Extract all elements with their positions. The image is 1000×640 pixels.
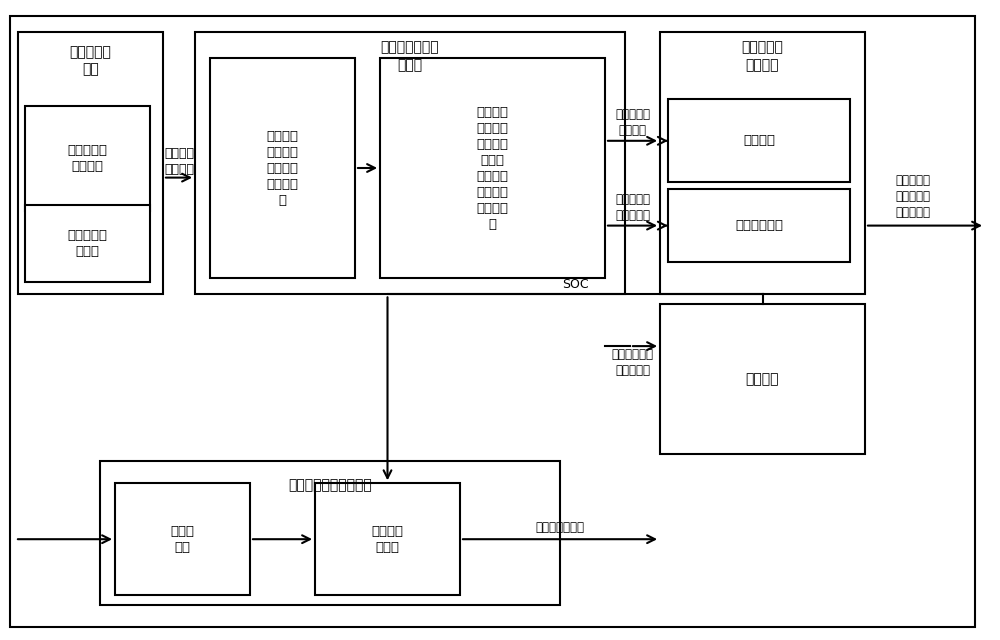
- Text: 光伏电站发
电功率曲线: 光伏电站发 电功率曲线: [615, 193, 650, 222]
- Text: 风电场发电
功率曲线: 风电场发电 功率曲线: [615, 108, 650, 138]
- Bar: [668, 99, 850, 182]
- Text: 储能设备: 储能设备: [746, 372, 779, 386]
- Bar: [195, 32, 625, 294]
- Bar: [25, 106, 150, 211]
- Text: 光伏功率短
期预测: 光伏功率短 期预测: [68, 228, 108, 258]
- Text: 功率平
滑器: 功率平 滑器: [170, 525, 194, 554]
- Text: 风电系统: 风电系统: [743, 134, 775, 147]
- Text: 风电场短期
功率预测: 风电场短期 功率预测: [68, 144, 108, 173]
- Text: 风光功率
预测曲线: 风光功率 预测曲线: [164, 147, 194, 176]
- Text: 计算风光
储联合发
电系统发
电功率曲
线: 计算风光 储联合发 电系统发 电功率曲 线: [266, 129, 298, 207]
- Text: SOC: SOC: [562, 278, 588, 291]
- Bar: [380, 58, 605, 278]
- Bar: [115, 483, 250, 595]
- Text: 储能充放电功率: 储能充放电功率: [536, 521, 584, 534]
- Text: 计算风电
场、光伏
电站发电
功率曲
线，储能
设备充放
电功率曲
线: 计算风电 场、光伏 电站发电 功率曲 线，储能 设备充放 电功率曲 线: [477, 106, 509, 230]
- Bar: [660, 32, 865, 294]
- Text: 储能模糊
控制器: 储能模糊 控制器: [372, 525, 404, 554]
- Bar: [25, 205, 150, 282]
- Text: 风光储联合
发电系统实
际输出功率: 风光储联合 发电系统实 际输出功率: [896, 174, 930, 220]
- Bar: [210, 58, 355, 278]
- Bar: [18, 32, 163, 294]
- Text: 储能设备充放
电功率曲线: 储能设备充放 电功率曲线: [612, 348, 654, 376]
- Text: 发电功率曲线计
算模块: 发电功率曲线计 算模块: [381, 41, 439, 72]
- Text: 风光储联合
发电系统: 风光储联合 发电系统: [742, 41, 783, 72]
- Bar: [315, 483, 460, 595]
- Bar: [668, 189, 850, 262]
- Text: 功率波动实时平抑模块: 功率波动实时平抑模块: [288, 478, 372, 492]
- Bar: [660, 304, 865, 454]
- Text: 光伏发电系统: 光伏发电系统: [735, 219, 783, 232]
- Bar: [100, 461, 560, 605]
- Text: 超短期预测
模块: 超短期预测 模块: [70, 45, 111, 76]
